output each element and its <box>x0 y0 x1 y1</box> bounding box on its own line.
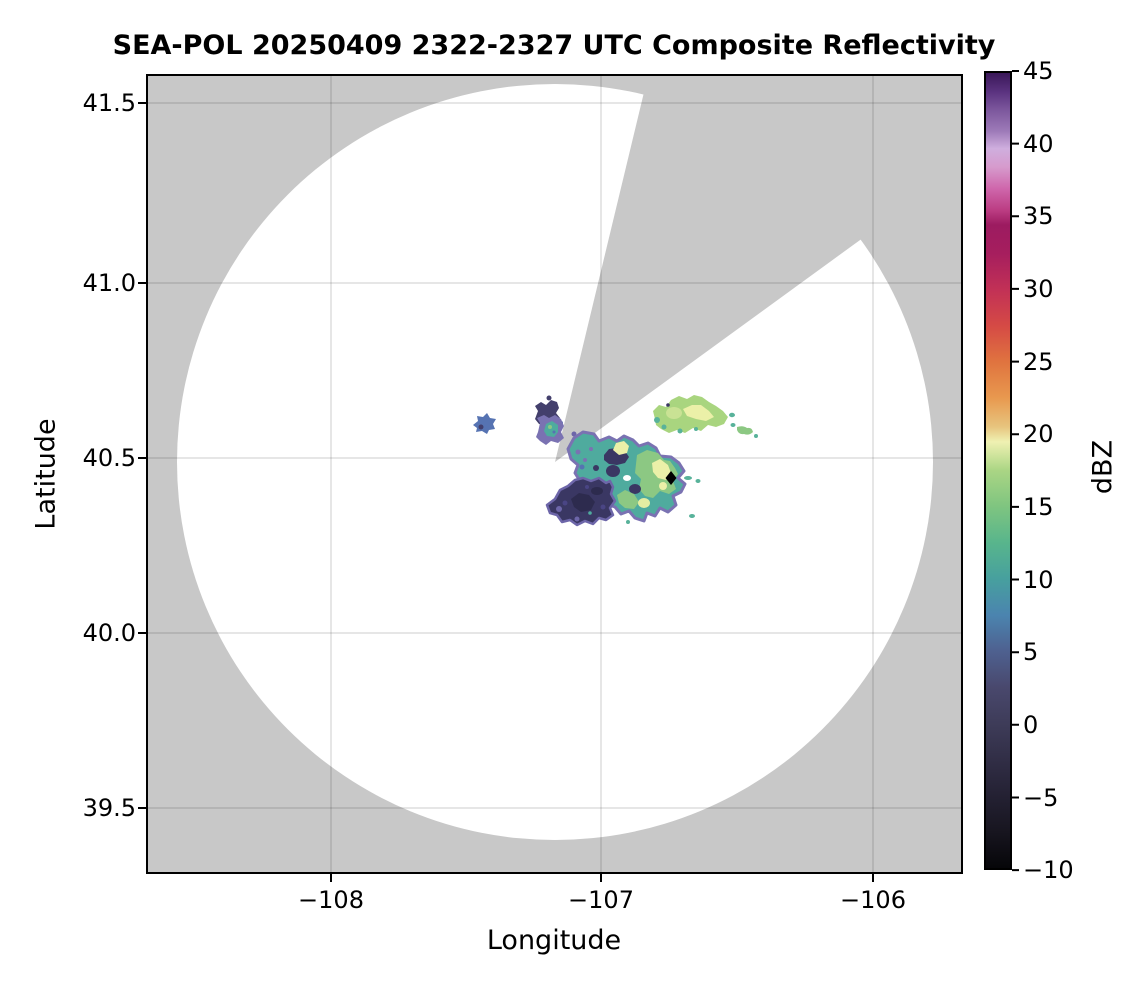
colorbar-tick-label: 10 <box>1023 565 1054 594</box>
y-tick-label: 40.0 <box>82 619 136 647</box>
echo-specks <box>626 476 701 524</box>
radar-echoes <box>473 395 758 527</box>
radar-coverage-area <box>177 84 933 840</box>
colorbar-tick-label: 5 <box>1023 638 1039 667</box>
colorbar-tick-label: 25 <box>1023 347 1054 376</box>
plot-title: SEA-POL 20250409 2322-2327 UTC Composite… <box>112 30 996 61</box>
colorbar-tick-label: −5 <box>1023 783 1059 812</box>
station-diamond-marker <box>665 471 677 485</box>
y-axis-label: Latitude <box>30 418 62 530</box>
y-tick-label: 41.5 <box>82 89 136 117</box>
colorbar-tick-label: 45 <box>1023 57 1054 85</box>
gridlines <box>147 75 962 873</box>
echo-southwest-cell <box>545 476 617 527</box>
echo-ring-cell <box>536 415 577 445</box>
colorbar-label: dBZ <box>1087 439 1119 495</box>
echo-north-cluster <box>535 395 563 425</box>
x-axis-label: Longitude <box>486 925 622 956</box>
colorbar-tick-marks <box>1012 70 1019 872</box>
x-tick-label: −107 <box>568 886 634 914</box>
blocked-sector-wedge <box>555 75 959 462</box>
colorbar-tick-label: 35 <box>1023 202 1054 231</box>
y-axis-tick-marks <box>138 102 146 809</box>
x-tick-label: −108 <box>298 886 364 914</box>
no-data-background <box>147 75 962 873</box>
y-tick-label: 40.5 <box>82 444 136 472</box>
colorbar-tick-label: 20 <box>1023 420 1054 449</box>
echo-northeast-band <box>653 395 758 438</box>
colorbar-tick-label: −10 <box>1023 856 1074 885</box>
colorbar-gradient <box>984 71 1012 870</box>
echo-central-complex <box>566 430 687 523</box>
x-tick-label: −106 <box>840 886 906 914</box>
colorbar-tick-label: 15 <box>1023 492 1054 521</box>
colorbar-tick-label: 0 <box>1023 710 1039 739</box>
y-tick-label: 41.0 <box>82 269 136 297</box>
colorbar-tick-label: 40 <box>1023 129 1054 158</box>
colorbar-tick-label: 30 <box>1023 274 1054 303</box>
plot-frame <box>146 74 963 874</box>
echo-west-speck <box>473 413 496 434</box>
y-tick-label: 39.5 <box>82 794 136 822</box>
x-axis-tick-marks <box>330 874 874 882</box>
